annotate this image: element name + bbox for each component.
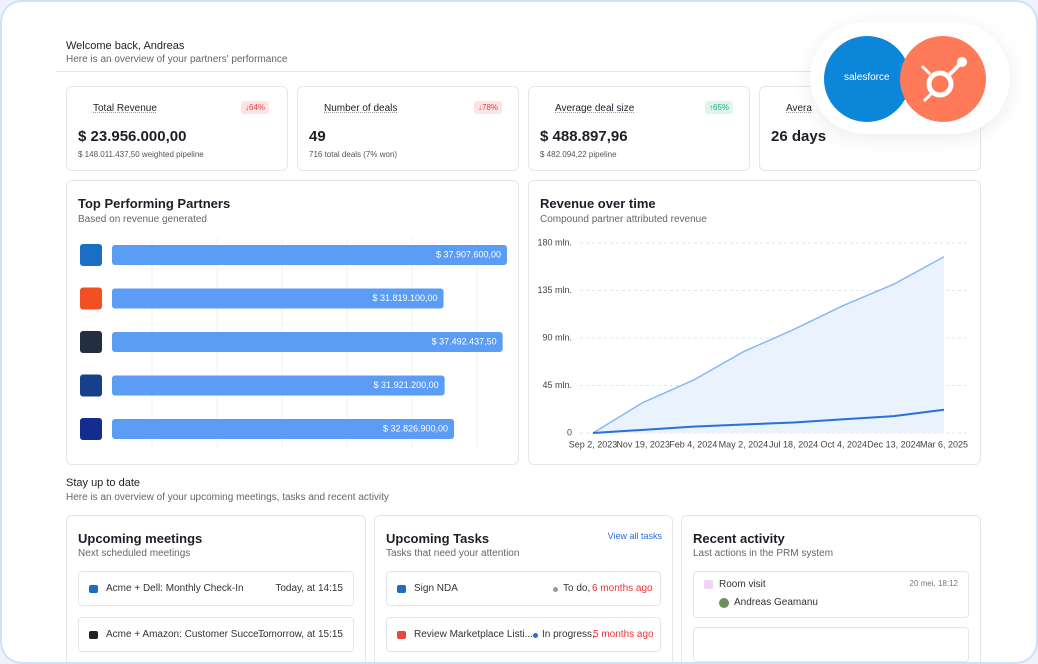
bar xyxy=(112,332,503,352)
card-subtitle: Based on revenue generated xyxy=(78,214,207,225)
y-tick-label: 180 mln. xyxy=(537,237,572,247)
kpi-note: 716 total deals (7% won) xyxy=(309,150,398,159)
x-tick-label: Jul 18, 2024 xyxy=(769,439,818,449)
kpi-label: Avera xyxy=(786,103,812,114)
card-title: Top Performing Partners xyxy=(78,196,231,211)
view-all-link[interactable]: View all tasks xyxy=(607,531,662,541)
bar xyxy=(112,245,507,265)
bar-label: $ 32.826.900,00 xyxy=(383,423,448,433)
kpi-delta: ↓78% xyxy=(474,101,503,114)
task-status: In progress, xyxy=(542,629,595,640)
partner-logo xyxy=(80,331,102,353)
card-title: Revenue over time xyxy=(540,196,656,211)
kpi-label: Average deal size xyxy=(555,103,635,114)
bar xyxy=(112,375,445,396)
y-tick-label: 45 mln. xyxy=(542,380,572,390)
partner-logo xyxy=(80,287,102,310)
task-due: 5 months ago xyxy=(593,629,654,640)
x-tick-label: Sep 2, 2023 xyxy=(569,439,618,449)
partner-logo xyxy=(80,374,102,397)
partner-logo xyxy=(80,418,102,440)
kpi-note: $ 148.011.437,50 weighted pipeline xyxy=(78,150,204,159)
bar xyxy=(112,419,455,439)
task-status: To do, xyxy=(563,583,591,594)
y-tick-label: 0 xyxy=(567,427,572,437)
hubspot-logo xyxy=(900,36,986,122)
task-row[interactable]: Review Marketplace Listi... In progress,… xyxy=(386,617,661,652)
welcome-subtitle: Here is an overview of your partners' pe… xyxy=(66,54,288,65)
x-tick-label: Feb 4, 2024 xyxy=(669,439,717,449)
kpi-delta: ↑65% xyxy=(705,101,734,114)
bar xyxy=(112,288,444,309)
partner-logo xyxy=(80,244,102,266)
integration-badge: salesforce xyxy=(810,22,1010,134)
kpi-value: 49 xyxy=(309,128,326,145)
card-subtitle: Last actions in the PRM system xyxy=(693,548,834,559)
card-title: Upcoming meetings xyxy=(78,531,203,546)
kpi-label: Total Revenue xyxy=(93,103,157,114)
task-row[interactable]: Sign NDA To do, 6 months ago xyxy=(386,571,661,606)
x-tick-label: Oct 4, 2024 xyxy=(820,439,867,449)
kpi-value: 26 days xyxy=(771,128,827,145)
activity-user: Andreas Geamanu xyxy=(734,597,818,608)
x-tick-label: May 2, 2024 xyxy=(719,439,769,449)
card-subtitle: Compound partner attributed revenue xyxy=(540,214,707,225)
line xyxy=(592,256,945,434)
meeting-time: Tomorrow, at 15:15 xyxy=(257,629,343,640)
kpi-card: Number of deals ↓78% 49 716 total deals … xyxy=(297,86,519,171)
kpi-label: Number of deals xyxy=(324,103,398,114)
meeting-name: Acme + Amazon: Customer Succe... xyxy=(106,629,267,640)
partners-card: Top Performing Partners Based on revenue… xyxy=(66,180,519,465)
task-name: Review Marketplace Listi... xyxy=(414,629,533,640)
x-tick-label: Nov 19, 2023 xyxy=(616,439,670,449)
card-title: Upcoming Tasks xyxy=(386,531,490,546)
x-tick-label: Mar 6, 2025 xyxy=(920,439,968,449)
activity-name: Room visit xyxy=(719,579,766,590)
kpi-value: $ 23.956.000,00 xyxy=(78,128,187,145)
meeting-row[interactable]: Acme + Amazon: Customer Succe... Tomorrow… xyxy=(78,617,354,652)
task-name: Sign NDA xyxy=(414,583,458,594)
kpi-value: $ 488.897,96 xyxy=(540,128,628,145)
x-tick-label: Dec 13, 2024 xyxy=(867,439,921,449)
line xyxy=(592,408,945,434)
activity-time: 20 mei, 18:12 xyxy=(909,579,958,588)
activity-card: Recent activity Last actions in the PRM … xyxy=(681,515,981,662)
bar-label: $ 31.921.200,00 xyxy=(374,380,439,390)
welcome-title: Welcome back, Andreas xyxy=(66,40,185,52)
divider xyxy=(56,71,826,72)
card-subtitle: Next scheduled meetings xyxy=(78,548,191,559)
kpi-delta: ↓64% xyxy=(241,101,270,114)
section-title: Stay up to date xyxy=(66,477,140,489)
meetings-card: Upcoming meetings Next scheduled meeting… xyxy=(66,515,366,662)
meeting-name: Acme + Dell: Monthly Check-In xyxy=(106,583,244,594)
y-tick-label: 90 mln. xyxy=(542,332,572,342)
tasks-card: Upcoming Tasks View all tasks Tasks that… xyxy=(374,515,673,662)
activity-row[interactable] xyxy=(693,627,969,662)
kpi-card: Average deal size ↑65% $ 488.897,96 $ 48… xyxy=(528,86,750,171)
kpi-note: $ 482.094,22 pipeline xyxy=(540,150,617,159)
charts: $ 37.907.600,00 $ 31.819.100,00 $ 37.492.4… xyxy=(80,237,968,449)
bar-label: $ 37.907.600,00 xyxy=(436,249,501,259)
salesforce-logo: salesforce xyxy=(844,72,890,83)
section-subtitle: Here is an overview of your upcoming mee… xyxy=(66,492,389,503)
area xyxy=(593,256,944,433)
card-subtitle: Tasks that need your attention xyxy=(386,548,520,559)
card-title: Recent activity xyxy=(693,531,785,546)
bar-label: $ 31.819.100,00 xyxy=(372,293,437,303)
kpi-card: Total Revenue ↓64% $ 23.956.000,00 $ 148… xyxy=(66,86,288,171)
meeting-time: Today, at 14:15 xyxy=(275,583,343,594)
y-tick-label: 135 mln. xyxy=(537,285,572,295)
activity-row[interactable]: Room visit 20 mei, 18:12 Andreas Geamanu xyxy=(693,571,969,618)
task-due: 6 months ago xyxy=(592,583,653,594)
meeting-row[interactable]: Acme + Dell: Monthly Check-In Today, at 1… xyxy=(78,571,354,606)
bar-label: $ 37.492.437,50 xyxy=(432,336,497,346)
